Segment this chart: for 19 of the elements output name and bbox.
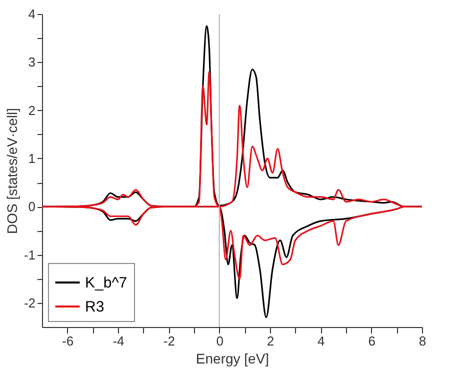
x-tick-label: 8 <box>418 334 426 348</box>
x-axis-title: Energy [eV] <box>196 350 270 366</box>
legend-label: R3 <box>85 298 104 316</box>
y-tick-label: 1 <box>28 150 36 166</box>
y-tick-label: -1 <box>24 247 36 262</box>
x-tick-label: 2 <box>266 334 274 348</box>
x-tick-label: -6 <box>62 334 74 348</box>
y-tick-label: -2 <box>24 295 36 310</box>
x-tick-label: 6 <box>368 334 376 348</box>
y-tick-label: 2 <box>28 102 36 118</box>
y-tick-label: 3 <box>28 54 36 70</box>
y-tick-label: 4 <box>28 6 36 22</box>
x-tick-label: -4 <box>112 334 124 348</box>
x-tick-label: 0 <box>216 334 224 348</box>
x-tick-label: 4 <box>318 334 325 348</box>
y-axis-title: DOS [states/eV·cell] <box>4 108 20 234</box>
legend-label: K_b^7 <box>85 274 128 292</box>
x-tick-label: -2 <box>163 334 175 348</box>
y-tick-label: 0 <box>28 199 36 214</box>
